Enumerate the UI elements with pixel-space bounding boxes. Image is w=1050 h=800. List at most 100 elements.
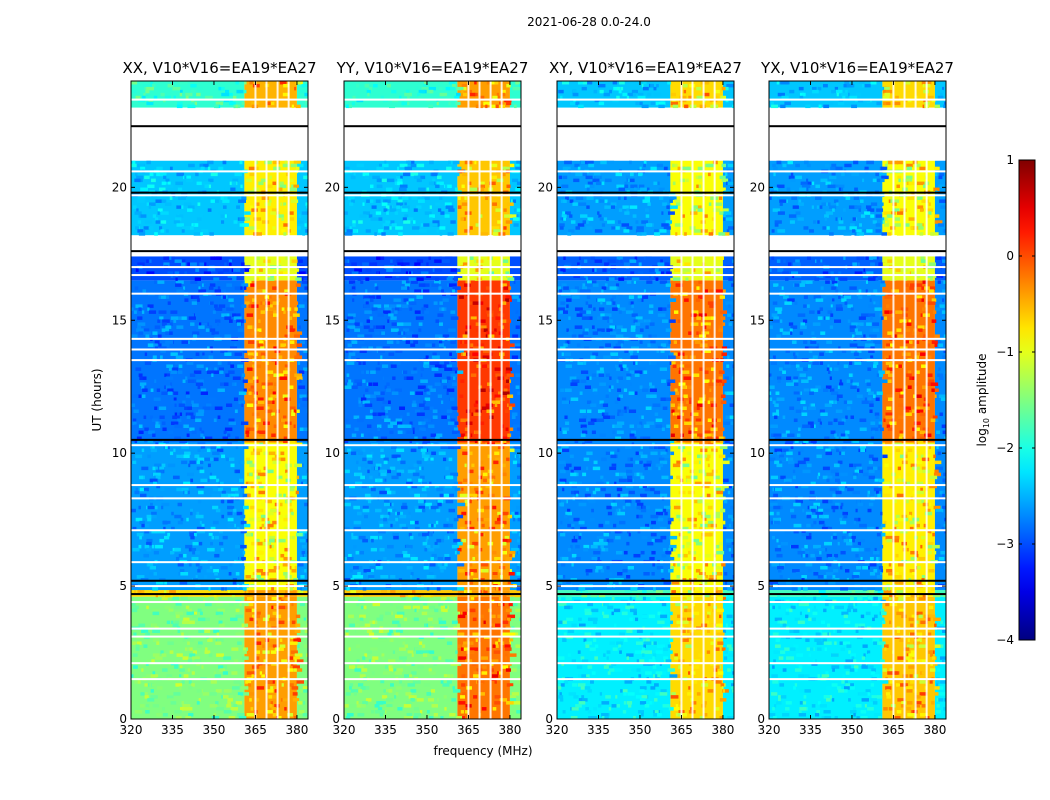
- speckle: [492, 514, 496, 519]
- speckle: [657, 713, 662, 717]
- speckle: [160, 355, 163, 359]
- speckle: [394, 695, 397, 699]
- speckle: [189, 373, 196, 377]
- speckle: [136, 328, 144, 332]
- speckle: [208, 325, 213, 329]
- speckle: [182, 638, 186, 642]
- speckle: [674, 656, 679, 660]
- speckle: [505, 608, 512, 613]
- speckle: [191, 556, 199, 561]
- speckle: [640, 508, 647, 513]
- speckle: [381, 695, 388, 699]
- speckle: [466, 526, 475, 531]
- speckle: [209, 704, 218, 708]
- speckle: [361, 379, 366, 383]
- speckle: [387, 508, 394, 513]
- speckle: [208, 178, 214, 183]
- speckle: [379, 535, 383, 540]
- speckle: [441, 289, 445, 293]
- speckle: [218, 86, 222, 91]
- speckle: [560, 499, 567, 504]
- speckle: [188, 620, 195, 625]
- speckle: [138, 373, 143, 377]
- speckle: [395, 692, 399, 696]
- speckle: [344, 385, 352, 389]
- speckle: [196, 689, 202, 693]
- speckle: [604, 547, 609, 552]
- speckle: [296, 352, 300, 356]
- speckle: [409, 490, 415, 495]
- speckle: [698, 295, 703, 299]
- speckle: [187, 641, 190, 645]
- speckle: [558, 695, 564, 699]
- speckle: [408, 511, 411, 516]
- flag-line: [344, 497, 521, 500]
- speckle: [386, 83, 392, 88]
- speckle: [184, 175, 187, 180]
- speckle: [619, 472, 627, 477]
- speckle: [517, 391, 521, 395]
- speckle: [372, 620, 375, 625]
- speckle: [144, 175, 150, 180]
- speckle: [179, 92, 184, 97]
- speckle: [451, 382, 458, 386]
- speckle: [273, 710, 276, 714]
- speckle: [410, 370, 418, 374]
- speckle: [246, 403, 254, 407]
- speckle: [435, 436, 440, 441]
- speckle: [501, 89, 506, 94]
- speckle: [299, 710, 305, 714]
- speckle: [381, 590, 388, 594]
- speckle: [266, 523, 274, 528]
- speckle: [270, 101, 275, 106]
- speckle: [176, 223, 184, 227]
- speckle: [503, 388, 508, 392]
- speckle: [189, 547, 197, 552]
- speckle: [378, 629, 386, 634]
- speckle: [731, 541, 734, 546]
- speckle: [371, 466, 375, 471]
- speckle: [448, 508, 456, 513]
- speckle: [403, 298, 409, 302]
- speckle: [458, 568, 465, 573]
- speckle: [460, 695, 465, 699]
- speckle: [602, 716, 605, 719]
- speckle: [610, 454, 616, 459]
- speckle: [384, 160, 387, 165]
- speckle: [481, 671, 488, 675]
- speckle: [241, 262, 245, 266]
- speckle: [721, 686, 724, 690]
- speckle: [174, 605, 181, 610]
- speckle: [211, 535, 215, 540]
- speckle: [257, 436, 264, 441]
- speckle: [163, 256, 170, 260]
- speckle: [172, 367, 179, 371]
- speckle: [515, 680, 520, 684]
- speckle: [159, 289, 164, 293]
- speckle: [483, 590, 488, 594]
- speckle: [230, 617, 238, 622]
- speckle: [714, 716, 723, 719]
- speckle: [507, 403, 510, 407]
- speckle: [668, 707, 674, 711]
- speckle: [727, 668, 731, 672]
- speckle: [387, 424, 394, 429]
- speckle: [679, 695, 686, 699]
- speckle: [390, 421, 397, 426]
- speckle: [511, 355, 519, 359]
- speckle: [560, 310, 568, 314]
- speckle: [636, 514, 643, 519]
- speckle: [377, 313, 385, 317]
- speckle: [170, 665, 175, 669]
- speckle: [160, 211, 169, 215]
- flag-line: [344, 678, 521, 681]
- speckle: [652, 656, 655, 660]
- speckle: [243, 445, 249, 450]
- speckle: [191, 671, 195, 675]
- speckle: [609, 641, 615, 645]
- speckle: [247, 683, 252, 687]
- speckle: [422, 499, 426, 504]
- speckle: [396, 274, 400, 278]
- speckle: [348, 280, 356, 284]
- speckle: [491, 289, 494, 293]
